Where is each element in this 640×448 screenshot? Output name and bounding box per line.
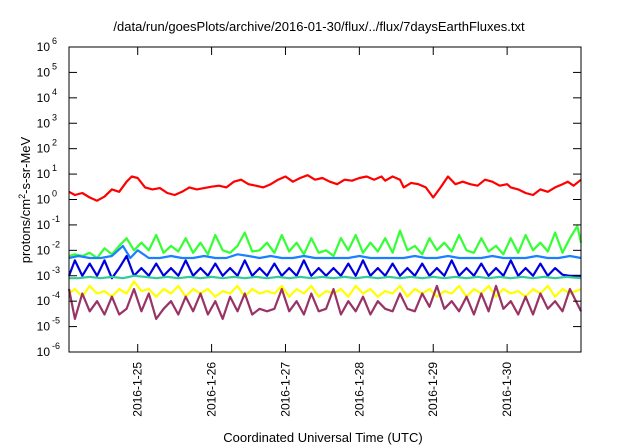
y-tick-label: 10 -2 bbox=[37, 239, 60, 257]
y-tick-label: 10 1 bbox=[37, 163, 57, 181]
y-tick-label: 10 3 bbox=[37, 112, 57, 130]
y-tick-label-exp: -2 bbox=[52, 239, 60, 249]
series-line-2 bbox=[68, 244, 582, 260]
y-tick-label-exp: -5 bbox=[52, 316, 60, 326]
y-tick-label: 10 0 bbox=[37, 189, 57, 207]
y-tick-label-exp: 1 bbox=[52, 163, 57, 173]
y-tick-label-exp: -1 bbox=[52, 214, 60, 224]
y-tick-label: 10 -5 bbox=[37, 316, 60, 334]
series-line-1 bbox=[68, 225, 583, 260]
y-tick-label-exp: -6 bbox=[52, 341, 60, 351]
y-tick-label-exp: 5 bbox=[52, 61, 57, 71]
chart-title: /data/run/goesPlots/archive/2016-01-30/f… bbox=[113, 19, 525, 34]
series-line-6 bbox=[67, 284, 582, 320]
y-tick-label: 10 -4 bbox=[37, 290, 60, 308]
y-tick-label: 10 5 bbox=[37, 61, 57, 79]
x-tick-label: 2016-1-28 bbox=[352, 362, 366, 417]
series-line-4 bbox=[69, 274, 582, 280]
series-layer bbox=[67, 174, 583, 320]
plot-frame bbox=[68, 46, 582, 353]
y-tick-label: 10 -1 bbox=[37, 214, 60, 232]
y-axis-label-sup: 2 bbox=[17, 194, 27, 199]
x-tick-label: 2016-1-25 bbox=[131, 362, 145, 417]
x-axis-label: Coordinated Universal Time (UTC) bbox=[223, 430, 422, 445]
y-tick-label-exp: 3 bbox=[52, 112, 57, 122]
series-line-0 bbox=[68, 174, 582, 202]
x-tick-label: 2016-1-27 bbox=[278, 362, 292, 417]
x-tick-label: 2016-1-26 bbox=[205, 362, 219, 417]
y-tick-label: 10 -3 bbox=[37, 265, 60, 283]
y-tick-label: 10 6 bbox=[37, 36, 57, 54]
x-tick-label: 2016-1-30 bbox=[500, 362, 514, 417]
y-tick-label-exp: -3 bbox=[52, 265, 60, 275]
y-tick-label: 10 2 bbox=[37, 138, 57, 156]
y-tick-label-exp: 4 bbox=[52, 87, 57, 97]
y-tick-label-exp: 6 bbox=[52, 36, 57, 46]
y-axis-label-base: protons/cm bbox=[18, 199, 33, 263]
y-tick-label-exp: 2 bbox=[52, 138, 57, 148]
x-axis: 2016-1-25 2016-1-26 2016-1-27 2016-1-28 2016… bbox=[131, 47, 514, 417]
series-line-3 bbox=[67, 254, 581, 280]
y-tick-label-exp: -4 bbox=[52, 290, 60, 300]
y-axis-label: protons/cm2-s-sr-MeV bbox=[17, 136, 33, 263]
y-tick-label: 10 4 bbox=[37, 87, 57, 105]
x-tick-label: 2016-1-29 bbox=[426, 362, 440, 417]
y-tick-label: 10 -6 bbox=[37, 341, 60, 359]
y-tick-label-exp: 0 bbox=[52, 189, 57, 199]
series-line-5 bbox=[68, 280, 582, 298]
y-axis-label-rest: -s-sr-MeV bbox=[18, 136, 33, 193]
